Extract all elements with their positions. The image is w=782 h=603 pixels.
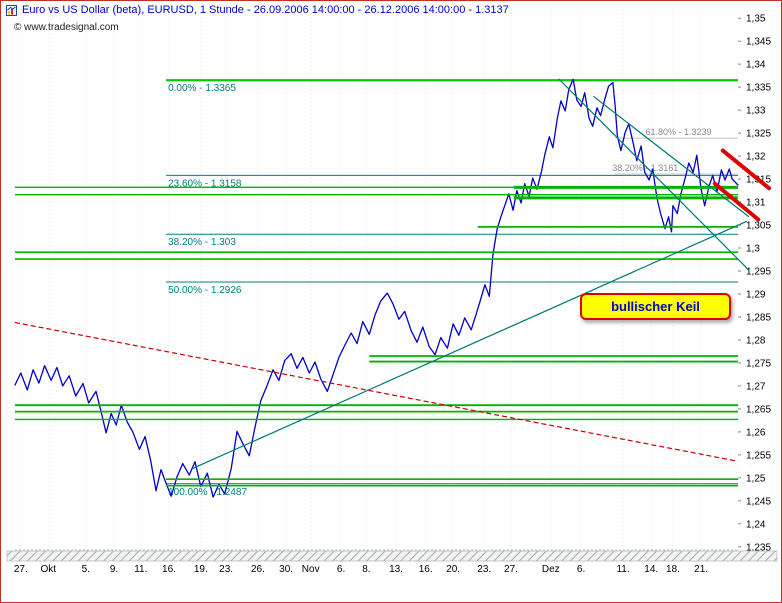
x-axis-label: 27. <box>14 564 28 575</box>
y-axis-label: 1,32 <box>746 152 766 163</box>
y-axis-label: 1,29 <box>746 289 766 300</box>
chart-icon <box>6 4 17 16</box>
y-axis-label: 1,235 <box>746 542 771 553</box>
y-axis-label: 1,305 <box>746 221 771 232</box>
x-axis-label: 23. <box>477 564 491 575</box>
fib-level-label: 0.00% - 1.3365 <box>168 83 236 94</box>
fib-level-label: 100.00% - 1.2487 <box>168 487 247 498</box>
y-axis-label: 1,265 <box>746 404 771 415</box>
y-axis-label: 1,25 <box>746 473 766 484</box>
chart-title: Euro vs US Dollar (beta), EURUSD, 1 Stun… <box>22 4 509 16</box>
x-axis-label: 16. <box>162 564 176 575</box>
y-axis-label: 1,285 <box>746 312 771 323</box>
x-axis-label: 21. <box>694 564 708 575</box>
y-axis-label: 1,34 <box>746 60 766 71</box>
y-axis-label: 1,275 <box>746 358 771 369</box>
titlebar: Euro vs US Dollar (beta), EURUSD, 1 Stun… <box>6 4 509 16</box>
x-axis-label: Nov <box>302 564 320 575</box>
y-axis-label: 1,26 <box>746 427 766 438</box>
trendline-descending-resistance <box>14 321 739 462</box>
fib-level-label: 23.60% - 1.3158 <box>168 178 242 189</box>
y-axis-label: 1,335 <box>746 83 771 94</box>
trendline-wedge-upper <box>593 95 750 218</box>
y-axis-label: 1,35 <box>746 14 766 25</box>
x-axis-label: 19. <box>194 564 208 575</box>
y-axis-label: 1,3 <box>746 244 760 255</box>
x-axis-label: 11. <box>134 564 147 575</box>
y-axis-label: 1,24 <box>746 519 766 530</box>
y-axis-label: 1,31 <box>746 198 766 209</box>
x-axis-label: 6. <box>577 564 585 575</box>
fib-level-label: 38.20% - 1.303 <box>168 237 236 248</box>
annotation-text: bullischer Keil <box>611 299 700 314</box>
x-axis-label: 11. <box>616 564 629 575</box>
secondary-fib-label: 61.80% - 1.3239 <box>645 127 711 137</box>
fib-level-label: 50.00% - 1.2926 <box>168 285 242 296</box>
x-axis-label: 8. <box>362 564 370 575</box>
x-axis-label: 5. <box>82 564 90 575</box>
trendline-wedge-lower <box>558 78 750 271</box>
secondary-fib-label: 38.20% - 1.3161 <box>612 163 678 173</box>
watermark: © www.tradesignal.com <box>14 22 119 33</box>
y-axis-label: 1,295 <box>746 266 771 277</box>
x-axis-label: Okt <box>40 564 56 575</box>
x-axis-label: 23. <box>219 564 233 575</box>
session-band <box>6 550 778 562</box>
wedge-breakout-mark <box>712 181 761 222</box>
annotation-callout: bullischer Keil <box>580 293 731 320</box>
x-axis-label: 26. <box>251 564 265 575</box>
x-axis-label: 27. <box>504 564 518 575</box>
y-axis-label: 1,325 <box>746 129 771 140</box>
y-axis-label: 1,33 <box>746 106 766 117</box>
x-axis-label: 6. <box>337 564 345 575</box>
y-axis-label: 1,255 <box>746 450 771 461</box>
x-axis-label: 9. <box>110 564 118 575</box>
x-axis-label: 18. <box>666 564 680 575</box>
x-axis-label: 30. <box>279 564 293 575</box>
wedge-breakout-mark <box>720 148 772 191</box>
x-axis-label: 14. <box>644 564 658 575</box>
x-axis-label: 13. <box>389 564 403 575</box>
x-axis-label: 20. <box>446 564 460 575</box>
trendline-rising-support <box>191 220 747 470</box>
x-axis-label: 16. <box>419 564 433 575</box>
y-axis-label: 1,28 <box>746 335 766 346</box>
x-axis-label: Dez <box>542 564 560 575</box>
y-axis-label: 1,27 <box>746 381 766 392</box>
y-axis-label: 1,245 <box>746 496 771 507</box>
price-line <box>14 78 739 498</box>
y-axis-label: 1,345 <box>746 37 771 48</box>
